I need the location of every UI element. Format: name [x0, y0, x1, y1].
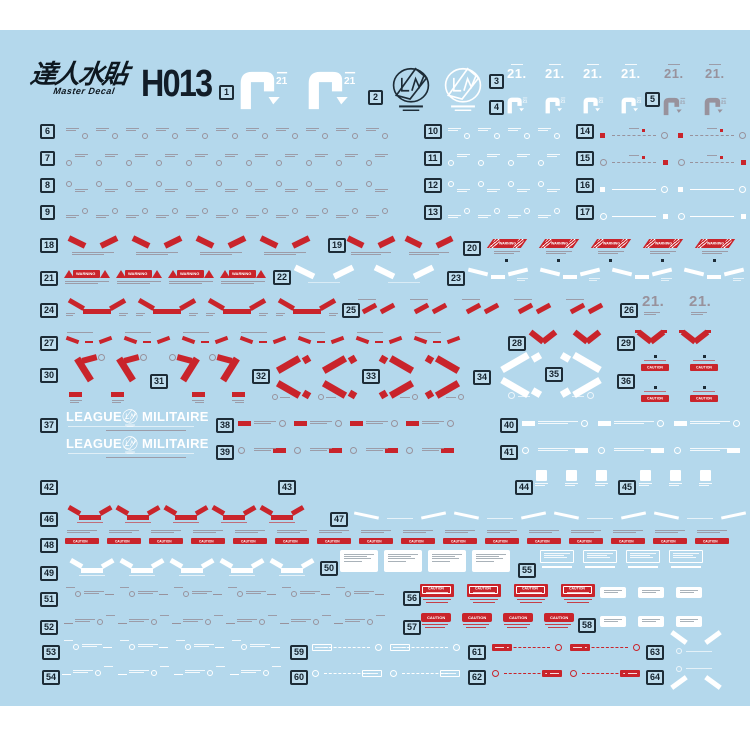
item-number-26: 26: [620, 303, 639, 318]
item-number-60: 60: [290, 670, 309, 685]
item-number-23: 23: [447, 271, 466, 286]
item-number-11: 11: [424, 151, 442, 166]
item-number-13: 13: [424, 205, 443, 220]
item-number-1: 1: [219, 85, 234, 100]
decal-zz: [169, 354, 208, 412]
svg-text:21: 21: [344, 76, 356, 87]
item-number-17: 17: [576, 205, 595, 220]
svg-text:21: 21: [523, 99, 528, 104]
item-number-24: 24: [40, 303, 59, 318]
item-number-50: 50: [320, 561, 339, 576]
item-number-39: 39: [216, 445, 235, 460]
item-number-8: 8: [40, 178, 55, 193]
svg-text:21: 21: [561, 99, 566, 104]
svg-text:21: 21: [599, 99, 604, 104]
item-number-25: 25: [342, 303, 361, 318]
item-number-15: 15: [576, 151, 595, 166]
decal-ba: [424, 354, 468, 406]
decal-ba: [560, 351, 612, 404]
item-number-34: 34: [473, 370, 492, 385]
item-number-45: 45: [618, 480, 637, 495]
item-number-31: 31: [150, 374, 169, 389]
svg-text:21: 21: [721, 100, 727, 105]
svg-text:21: 21: [276, 76, 288, 87]
item-number-14: 14: [576, 124, 595, 139]
item-number-40: 40: [500, 418, 519, 433]
item-number-32: 32: [252, 369, 271, 384]
decal-ba: [268, 354, 312, 406]
item-number-59: 59: [290, 645, 309, 660]
item-number-43: 43: [278, 480, 297, 495]
item-number-12: 12: [424, 178, 443, 193]
item-number-33: 33: [362, 369, 381, 384]
item-number-19: 19: [328, 238, 347, 253]
item-number-38: 38: [216, 418, 235, 433]
item-number-6: 6: [40, 124, 55, 139]
decal-wing: [668, 662, 724, 690]
item-number-55: 55: [518, 563, 537, 578]
decal-zz: [108, 354, 147, 412]
item-number-51: 51: [40, 592, 59, 607]
item-number-41: 41: [500, 445, 519, 460]
item-number-18: 18: [40, 238, 59, 253]
decal-ba: [490, 351, 542, 404]
item-number-10: 10: [424, 124, 443, 139]
item-number-52: 52: [40, 620, 59, 635]
item-number-63: 63: [646, 645, 665, 660]
item-number-58: 58: [578, 618, 597, 633]
decal-wing: [668, 630, 724, 658]
item-number-9: 9: [40, 205, 55, 220]
item-number-29: 29: [617, 336, 636, 351]
item-number-28: 28: [508, 336, 527, 351]
decal-zz: [66, 354, 105, 412]
item-number-3: 3: [489, 74, 504, 89]
decal-ba: [378, 354, 422, 406]
sheet-code: H013: [141, 63, 213, 105]
item-number-36: 36: [617, 374, 636, 389]
item-number-46: 46: [40, 512, 59, 527]
item-number-30: 30: [40, 368, 59, 383]
item-number-48: 48: [40, 538, 59, 553]
decal-lg: LEAGUE MILITAIRE: [66, 407, 208, 433]
item-number-53: 53: [42, 645, 61, 660]
item-number-2: 2: [368, 90, 383, 105]
item-number-21: 21: [40, 271, 59, 286]
item-number-5: 5: [645, 92, 660, 107]
item-number-61: 61: [468, 645, 487, 660]
item-number-7: 7: [40, 151, 55, 166]
item-number-49: 49: [40, 566, 59, 581]
svg-text:21: 21: [680, 100, 686, 105]
item-number-42: 42: [40, 480, 59, 495]
item-number-22: 22: [273, 270, 292, 285]
item-number-62: 62: [468, 670, 487, 685]
item-number-54: 54: [42, 670, 61, 685]
decal-ba: [314, 354, 358, 406]
item-number-37: 37: [40, 418, 59, 433]
item-number-64: 64: [646, 670, 665, 685]
item-number-35: 35: [545, 367, 564, 382]
item-number-27: 27: [40, 336, 59, 351]
item-number-16: 16: [576, 178, 595, 193]
item-number-44: 44: [515, 480, 534, 495]
item-number-4: 4: [489, 100, 504, 115]
svg-text:21: 21: [637, 99, 642, 104]
item-number-47: 47: [330, 512, 349, 527]
decal-lg: LEAGUE MILITAIRE: [66, 434, 208, 460]
item-number-56: 56: [403, 591, 422, 606]
item-number-20: 20: [463, 241, 482, 256]
decal-zz: [209, 354, 248, 412]
item-number-57: 57: [403, 620, 422, 635]
